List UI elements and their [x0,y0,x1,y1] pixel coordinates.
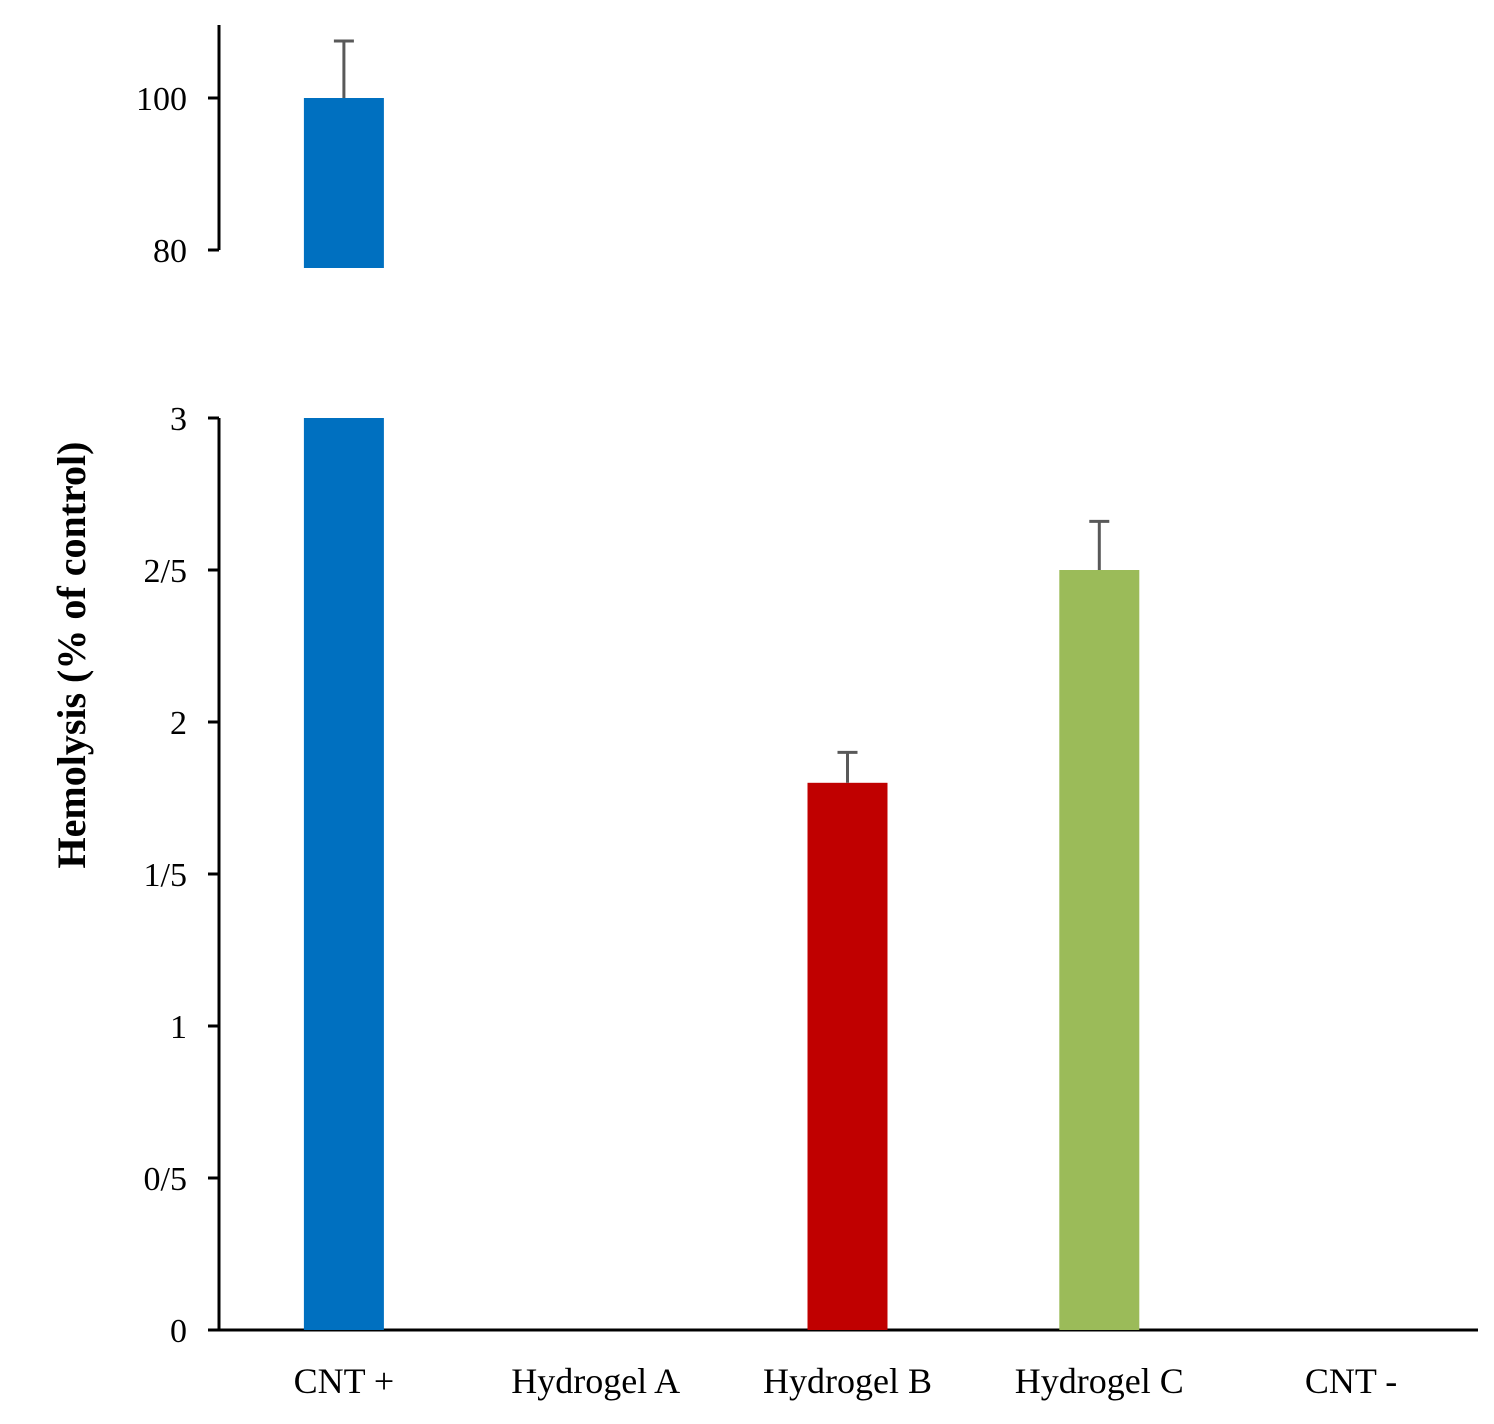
bars [303,98,1140,1330]
bar [807,782,888,1330]
lower-y-tick-label: 2 [170,705,187,742]
bar-upper-segment [303,98,384,268]
x-axis-category-label: Hydrogel B [763,1361,932,1401]
bar [1059,570,1140,1330]
lower-y-tick-label: 0 [170,1313,187,1350]
x-axis-category-label: CNT - [1305,1361,1397,1401]
upper-y-tick-label: 80 [153,233,187,270]
upper-y-tick-label: 100 [136,81,187,118]
error-bars [333,39,1110,783]
lower-y-tick-label: 1/5 [144,857,187,894]
lower-y-tick-label: 3 [170,401,187,438]
upper-y-axis: 80 100 [136,25,221,270]
lower-y-tick-label: 2/5 [144,553,187,590]
y-axis-title: Hemolysis (% of control) [49,442,94,869]
x-axis-category-label: CNT + [294,1361,395,1401]
lower-y-tick-label: 0/5 [144,1161,187,1198]
x-axis-category-label: Hydrogel A [511,1361,680,1401]
lower-y-tick-label: 1 [170,1009,187,1046]
bar-lower-segment [303,418,384,1330]
x-axis-category-label: Hydrogel C [1015,1361,1184,1401]
x-axis-labels: CNT + Hydrogel A Hydrogel B Hydrogel C CNT - [294,1361,1398,1401]
